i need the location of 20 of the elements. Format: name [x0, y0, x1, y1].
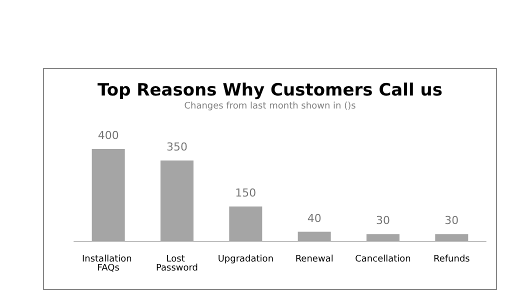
x-tick-label: Upgradation — [218, 254, 274, 264]
bar — [229, 206, 262, 241]
x-tick-label: Renewal — [295, 254, 334, 264]
chart-subtitle: Changes from last month shown in ()s — [184, 102, 356, 112]
bar — [366, 234, 400, 241]
data-label: 400 — [98, 129, 119, 142]
x-tick-label: Cancellation — [355, 254, 411, 264]
data-label: 150 — [235, 186, 256, 200]
x-tick-label: Refunds — [433, 254, 470, 264]
data-label: 30 — [376, 214, 390, 228]
x-tick-label: Installation FAQs — [82, 254, 135, 274]
x-tick-label: Lost Password — [156, 254, 198, 274]
bar — [435, 234, 468, 241]
bar — [92, 149, 125, 241]
data-label: 40 — [307, 212, 322, 225]
chart-title: Top Reasons Why Customers Call us — [98, 80, 442, 100]
data-label: 30 — [444, 214, 459, 228]
bar — [298, 232, 331, 241]
bar — [160, 160, 194, 241]
data-label: 350 — [166, 140, 188, 154]
